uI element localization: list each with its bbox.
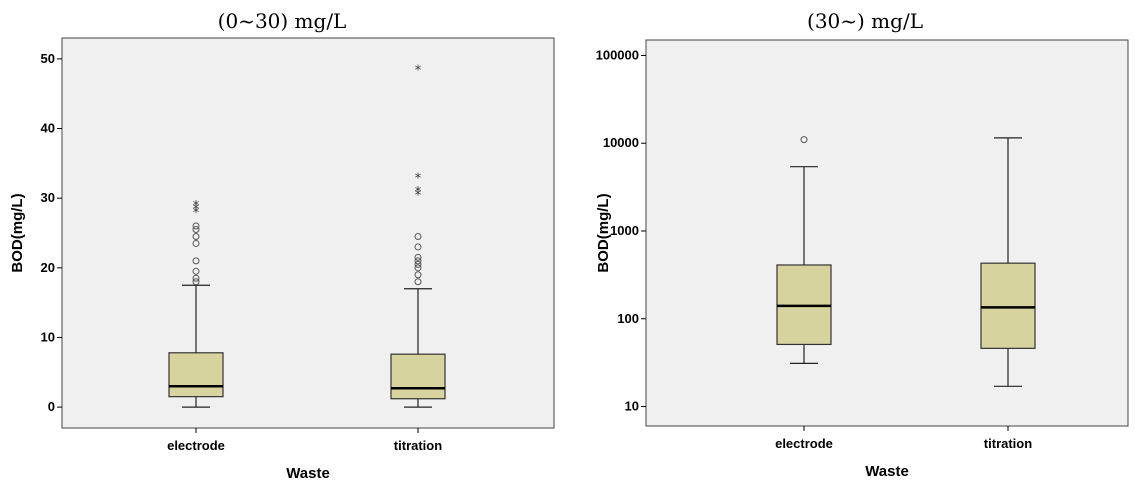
y-tick-label: 10000: [603, 135, 639, 150]
y-axis-label: BOD(mg/L): [9, 193, 26, 272]
outlier-point: [192, 222, 200, 230]
x-tick-label: titration: [394, 438, 442, 453]
outlier-point: [192, 239, 200, 247]
outlier-point: [414, 232, 422, 240]
extreme-point: *: [193, 206, 200, 221]
chart-title: (0~30) mg/L: [218, 9, 347, 33]
extreme-point: *: [415, 63, 422, 78]
y-tick-label: 1000: [610, 223, 639, 238]
y-tick-label: 100000: [596, 47, 639, 62]
y-tick-label: 10: [41, 329, 55, 344]
extreme-point: *: [193, 203, 200, 218]
outlier-point: [192, 278, 200, 286]
outlier-point: [414, 278, 422, 286]
y-tick-label: 20: [41, 260, 55, 275]
chart-title: (30~) mg/L: [807, 9, 923, 33]
outlier-point: [414, 264, 422, 272]
outlier-point: [192, 257, 200, 265]
extreme-point: *: [415, 171, 422, 186]
y-tick-label: 50: [41, 51, 55, 66]
outlier-point: [192, 232, 200, 240]
outlier-point: [414, 260, 422, 268]
x-tick-label: electrode: [775, 436, 833, 451]
y-tick-label: 30: [41, 190, 55, 205]
outlier-point: [414, 257, 422, 265]
outlier-point: [414, 253, 422, 261]
plot-area: [645, 39, 1129, 427]
outlier-point: [192, 274, 200, 282]
box-iqr: [390, 353, 446, 400]
extreme-point: *: [415, 185, 422, 200]
y-tick-label: 0: [48, 399, 55, 414]
outlier-point: [192, 267, 200, 275]
y-axis-label: BOD(mg/L): [595, 193, 612, 272]
y-tick-label: 10: [625, 399, 639, 414]
outlier-point: [414, 243, 422, 251]
x-axis-label: Waste: [286, 465, 330, 482]
extreme-point: *: [415, 189, 422, 204]
x-tick-label: titration: [984, 436, 1032, 451]
outlier-point: [414, 271, 422, 279]
extreme-point: *: [193, 199, 200, 214]
outlier-point: [800, 136, 808, 144]
y-tick-label: 40: [41, 121, 55, 136]
outlier-point: [192, 226, 200, 234]
box-iqr: [980, 262, 1036, 349]
plot-area: [61, 37, 555, 429]
x-tick-label: electrode: [167, 438, 225, 453]
y-tick-label: 100: [617, 311, 639, 326]
x-axis-label: Waste: [865, 463, 909, 480]
box-iqr: [168, 352, 224, 398]
